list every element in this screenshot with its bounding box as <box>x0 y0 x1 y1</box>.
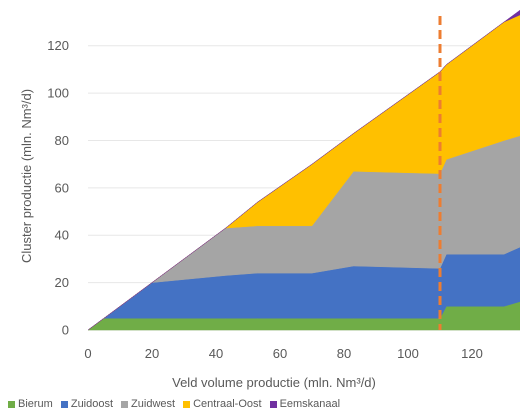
legend-item: Centraal-Oost <box>183 398 262 410</box>
y-tick-label: 100 <box>47 86 69 101</box>
stacked-area-chart: 0 20 40 60 80 100 120 0 20 40 60 80 100 120 Veld vol… <box>19 9 520 390</box>
x-tick-label: 20 <box>145 346 159 361</box>
x-tick-label: 80 <box>337 346 351 361</box>
y-axis-ticks: 0 20 40 60 80 100 120 <box>47 38 69 337</box>
y-tick-label: 20 <box>55 275 69 290</box>
x-axis-ticks: 0 20 40 60 80 100 120 <box>84 346 482 361</box>
y-axis-title: Cluster productie (mln. Nm³/d) <box>19 89 34 263</box>
y-tick-label: 60 <box>55 180 69 195</box>
x-tick-label: 40 <box>209 346 223 361</box>
x-tick-label: 0 <box>84 346 91 361</box>
area-series <box>87 9 520 331</box>
legend-label: Zuidoost <box>70 398 114 410</box>
y-tick-label: 0 <box>62 323 69 338</box>
x-tick-label: 120 <box>461 346 483 361</box>
area-eemskanaal <box>87 9 520 331</box>
x-axis-title: Veld volume productie (mln. Nm³/d) <box>172 375 376 390</box>
legend-item: Zuidoost <box>60 398 114 410</box>
legend-swatch <box>60 400 68 408</box>
legend-label: Eemskanaal <box>279 398 341 410</box>
legend: Bierum Zuidoost Zuidwest Centraal-Oost Eemsk… <box>8 397 348 411</box>
y-tick-label: 80 <box>55 133 69 148</box>
x-tick-label: 60 <box>273 346 287 361</box>
legend-swatch <box>8 400 15 408</box>
legend-label: Zuidwest <box>131 398 176 410</box>
x-tick-label: 100 <box>397 346 419 361</box>
legend-item: Zuidwest <box>121 398 175 410</box>
legend-label: Bierum <box>18 398 53 410</box>
y-tick-label: 120 <box>47 38 69 53</box>
legend-item: Eemskanaal <box>269 398 341 410</box>
y-tick-label: 40 <box>55 228 69 243</box>
legend-item: Bierum <box>8 398 53 410</box>
legend-label: Centraal-Oost <box>193 398 262 410</box>
legend-swatch <box>183 400 191 408</box>
legend-swatch <box>269 400 277 408</box>
legend-swatch <box>121 400 129 408</box>
